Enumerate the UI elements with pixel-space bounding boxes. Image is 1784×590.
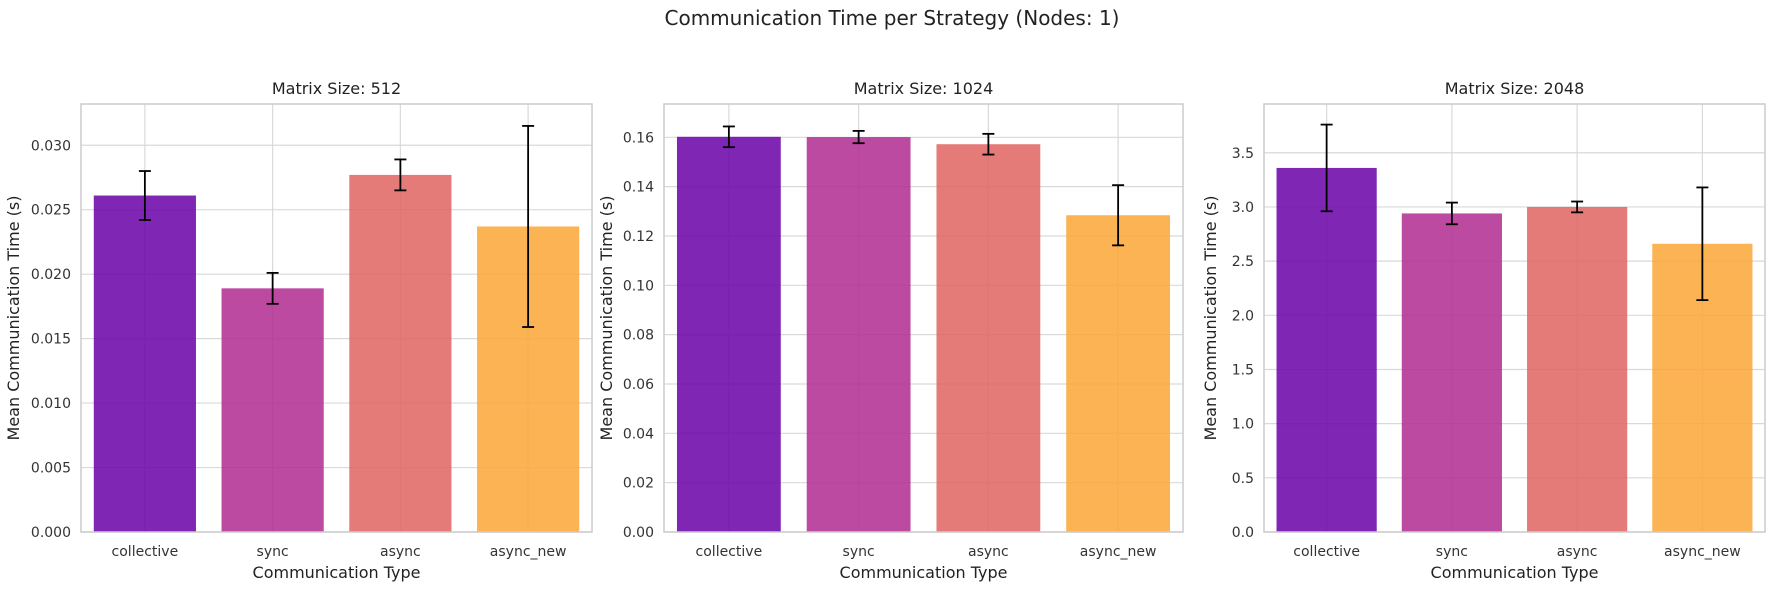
error-bar-sync — [852, 129, 865, 145]
y-tick-label: 0.12 — [623, 229, 654, 245]
y-tick-label: 0.02 — [623, 476, 654, 492]
chart-panel-3: 0.0 0.5 1.0 1.5 2.0 2.5 3.0 3.5 collective sync as… — [1201, 79, 1766, 582]
axes-frame — [663, 103, 1184, 533]
figure-suptitle: Communication Time per Strategy (Nodes: … — [664, 6, 1120, 30]
error-bar-async_new — [1112, 184, 1125, 247]
error-bar-async_new — [1696, 186, 1709, 302]
bar-sync — [221, 288, 324, 532]
y-tick-label: 0.10 — [623, 278, 654, 294]
y-tick-label: 0.015 — [31, 332, 71, 348]
x-tick-label: collective — [112, 544, 179, 560]
y-axis-label: Mean Communication Time (s) — [597, 196, 616, 441]
axes-frame — [80, 103, 593, 533]
y-tick-label: 1.5 — [1232, 362, 1254, 378]
bar-collective — [93, 195, 196, 532]
y-tick-label: 0.0 — [1232, 525, 1254, 541]
x-tick-label: sync — [1436, 544, 1468, 560]
y-tick-label: 0.025 — [31, 203, 71, 219]
panel-title: Matrix Size: 512 — [272, 79, 401, 98]
bar-async_new — [1066, 215, 1171, 533]
chart-panel-2: 0.00 0.02 0.04 0.06 0.08 0.10 0.12 0.14 0.16 coll… — [597, 79, 1184, 582]
error-bar-collective — [722, 125, 735, 149]
y-tick-label: 3.0 — [1232, 200, 1254, 216]
axes-frame — [1263, 103, 1766, 533]
error-bar-collective — [1320, 123, 1333, 213]
y-tick-label: 2.5 — [1232, 254, 1254, 270]
x-tick-label: async — [968, 544, 1009, 560]
error-bar-async — [982, 132, 995, 156]
y-tick-label: 0.005 — [31, 461, 71, 477]
bar-async — [1527, 206, 1628, 532]
y-tick-label: 0.5 — [1232, 471, 1254, 487]
y-tick-label: 0.06 — [623, 377, 654, 393]
error-bar-async — [394, 158, 407, 192]
x-tick-label: async — [380, 544, 421, 560]
bar-async — [936, 144, 1041, 533]
chart-panel-1: 0.000 0.005 0.010 0.015 0.020 0.025 0.030 colle… — [4, 79, 593, 582]
x-tick-label: sync — [257, 544, 289, 560]
y-tick-label: 1.0 — [1232, 417, 1254, 433]
y-tick-label: 0.000 — [31, 525, 71, 541]
y-tick-label: 0.030 — [31, 138, 71, 154]
x-tick-label: async_new — [1080, 544, 1157, 560]
y-tick-label: 0.010 — [31, 396, 71, 412]
error-bar-async_new — [522, 125, 535, 328]
panel-title: Matrix Size: 1024 — [854, 79, 994, 98]
y-tick-label: 3.5 — [1232, 146, 1254, 162]
x-axis-label: Communication Type — [1431, 563, 1599, 582]
x-tick-label: collective — [696, 544, 763, 560]
x-tick-label: async_new — [1664, 544, 1741, 560]
x-axis-label: Communication Type — [840, 563, 1008, 582]
panel-title: Matrix Size: 2048 — [1445, 79, 1585, 98]
error-bar-collective — [138, 170, 151, 221]
error-bar-sync — [1445, 201, 1458, 226]
bar-async — [349, 174, 452, 532]
x-axis-label: Communication Type — [253, 563, 421, 582]
x-tick-label: collective — [1293, 544, 1360, 560]
bar-sync — [806, 137, 911, 532]
y-tick-label: 2.0 — [1232, 308, 1254, 324]
x-tick-label: sync — [843, 544, 875, 560]
bar-sync — [1401, 213, 1502, 532]
y-axis-label: Mean Communication Time (s) — [4, 196, 23, 441]
y-tick-label: 0.08 — [623, 328, 654, 344]
y-axis-label: Mean Communication Time (s) — [1201, 196, 1220, 441]
bar-collective — [676, 136, 781, 533]
y-tick-label: 0.14 — [623, 180, 654, 196]
bar-collective — [1276, 167, 1377, 532]
x-tick-label: async_new — [490, 544, 567, 560]
y-tick-label: 0.00 — [623, 525, 654, 541]
error-bar-sync — [266, 271, 279, 305]
y-tick-label: 0.020 — [31, 267, 71, 283]
error-bar-async — [1571, 200, 1584, 214]
y-tick-label: 0.16 — [623, 130, 654, 146]
x-tick-label: async — [1557, 544, 1598, 560]
y-tick-label: 0.04 — [623, 426, 654, 442]
